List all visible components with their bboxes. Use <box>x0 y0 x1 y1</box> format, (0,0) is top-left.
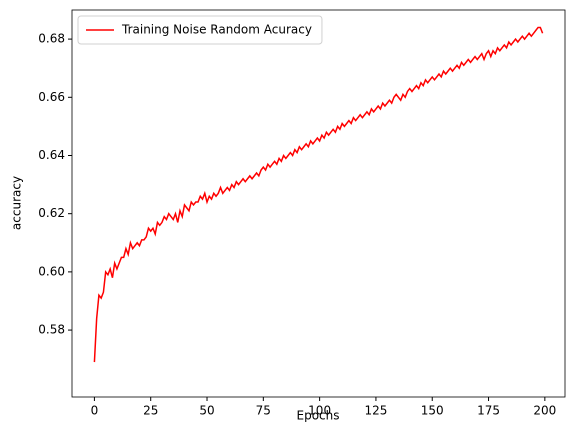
y-tick-label: 0.68 <box>38 32 65 46</box>
x-tick-label: 150 <box>421 404 444 418</box>
x-tick-label: 0 <box>91 404 99 418</box>
y-tick-label: 0.62 <box>38 206 65 220</box>
x-tick-label: 200 <box>533 404 556 418</box>
legend-label: Training Noise Random Acuracy <box>121 23 312 37</box>
x-tick-label: 25 <box>143 404 158 418</box>
y-tick-label: 0.66 <box>38 90 65 104</box>
x-tick-label: 125 <box>364 404 387 418</box>
x-tick-label: 175 <box>477 404 500 418</box>
legend <box>77 15 323 45</box>
line <box>93 26 544 363</box>
y-tick-label: 0.60 <box>38 264 65 278</box>
plot-frame <box>71 9 566 398</box>
x-tick-label: 75 <box>256 404 271 418</box>
x-tick-label: 50 <box>199 404 214 418</box>
y-tick-label: 0.64 <box>38 148 65 162</box>
x-axis-label: Epochs <box>297 409 340 423</box>
y-axis-label: accuracy <box>10 176 24 230</box>
x-tick-label: 100 <box>308 404 331 418</box>
y-tick-label: 0.58 <box>38 323 65 337</box>
